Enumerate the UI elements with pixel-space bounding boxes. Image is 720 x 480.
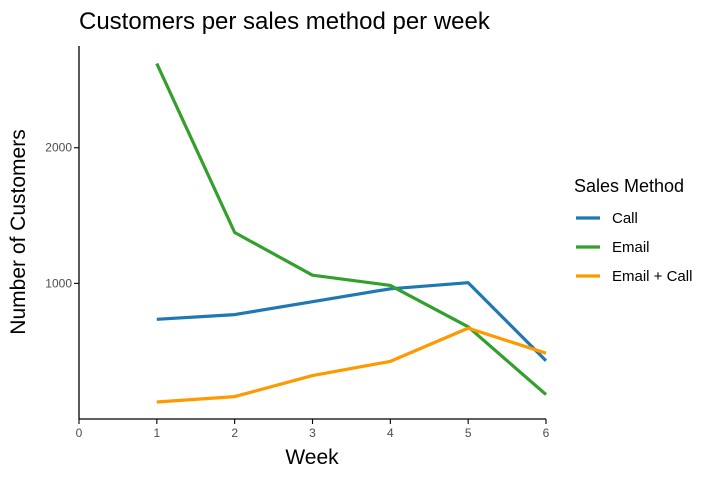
y-tick-label: 2000	[45, 141, 72, 155]
series-line-email-call	[156, 326, 547, 404]
legend: Sales Method Call Email Email + Call	[574, 176, 692, 285]
legend-title: Sales Method	[574, 176, 684, 196]
ticks: 0 1 2 3 4 5 6 1000 2000	[45, 141, 549, 440]
x-tick-label: 1	[153, 426, 160, 440]
chart-title: Customers per sales method per week	[79, 8, 491, 35]
x-tick-label: 5	[465, 426, 472, 440]
x-tick-label: 2	[231, 426, 238, 440]
legend-label-call: Call	[612, 210, 638, 227]
legend-label-email-call: Email + Call	[612, 268, 692, 285]
y-tick-label: 1000	[45, 276, 72, 290]
x-tick-label: 0	[76, 426, 83, 440]
series-layer	[155, 62, 548, 404]
axes	[78, 46, 546, 420]
y-axis-title: Number of Customers	[7, 129, 30, 334]
x-tick-label: 4	[387, 426, 394, 440]
x-tick-label: 6	[543, 426, 550, 440]
series-line-call	[156, 281, 548, 362]
x-axis-title: Week	[285, 446, 339, 469]
x-tick-label: 3	[309, 426, 316, 440]
legend-label-email: Email	[612, 239, 650, 256]
series-line-email	[155, 62, 548, 396]
